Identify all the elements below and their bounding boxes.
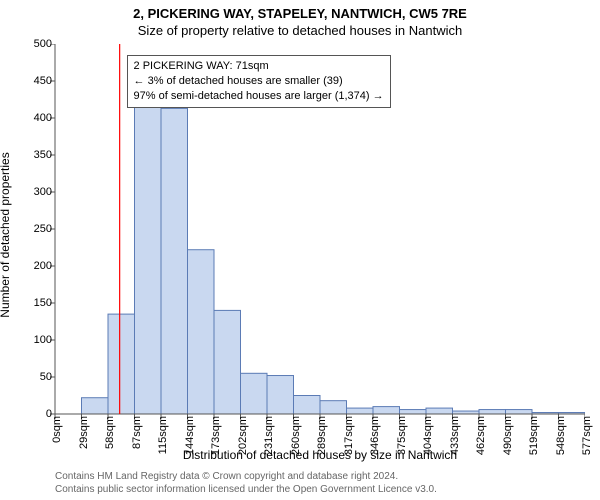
x-tick-label: 58sqm	[104, 416, 116, 449]
legend-line-property: 2 PICKERING WAY: 71sqm	[134, 59, 384, 74]
y-tick-label: 50	[12, 371, 52, 383]
x-tick-label: 289sqm	[316, 416, 328, 455]
y-tick-label: 500	[12, 38, 52, 50]
x-tick-label: 577sqm	[581, 416, 593, 455]
x-tick-label: 519sqm	[528, 416, 540, 455]
x-tick-label: 115sqm	[157, 416, 169, 454]
y-tick-label: 150	[12, 297, 52, 309]
x-tick-label: 231sqm	[263, 416, 275, 455]
y-tick-label: 0	[12, 408, 52, 420]
x-tick-label: 202sqm	[237, 416, 249, 455]
x-tick-label: 0sqm	[51, 416, 63, 443]
x-tick-label: 260sqm	[290, 416, 302, 455]
x-tick-label: 346sqm	[369, 416, 381, 455]
x-tick-label: 87sqm	[131, 416, 143, 449]
x-tick-label: 29sqm	[78, 416, 90, 449]
chart-title-address: 2, PICKERING WAY, STAPELEY, NANTWICH, CW…	[0, 0, 600, 21]
plot-area: 2 PICKERING WAY: 71sqm ← 3% of detached …	[55, 44, 585, 414]
chart-subtitle: Size of property relative to detached ho…	[0, 21, 600, 40]
legend-line-smaller: ← 3% of detached houses are smaller (39)	[134, 74, 384, 89]
x-tick-label: 144sqm	[184, 416, 196, 455]
footer-attribution: Contains HM Land Registry data © Crown c…	[55, 471, 437, 496]
chart-container: { "chart": { "type": "histogram", "title…	[0, 0, 600, 500]
legend-line-larger: 97% of semi-detached houses are larger (…	[134, 89, 384, 104]
legend-box: 2 PICKERING WAY: 71sqm ← 3% of detached …	[127, 55, 391, 108]
x-tick-label: 548sqm	[555, 416, 567, 455]
y-tick-label: 200	[12, 260, 52, 272]
x-tick-label: 490sqm	[502, 416, 514, 455]
x-tick-label: 375sqm	[396, 416, 408, 455]
x-tick-label: 462sqm	[475, 416, 487, 455]
x-tick-label: 317sqm	[343, 416, 355, 455]
y-tick-label: 100	[12, 334, 52, 346]
y-tick-label: 300	[12, 186, 52, 198]
x-tick-label: 404sqm	[422, 416, 434, 455]
y-tick-label: 350	[12, 149, 52, 161]
y-tick-label: 450	[12, 75, 52, 87]
footer-line-2: Contains public sector information licen…	[55, 484, 437, 497]
x-tick-label: 173sqm	[210, 416, 222, 455]
y-axis-label: Number of detached properties	[0, 50, 12, 420]
x-tick-label: 433sqm	[449, 416, 461, 455]
footer-line-1: Contains HM Land Registry data © Crown c…	[55, 471, 437, 484]
y-tick-label: 400	[12, 112, 52, 124]
y-tick-label: 250	[12, 223, 52, 235]
